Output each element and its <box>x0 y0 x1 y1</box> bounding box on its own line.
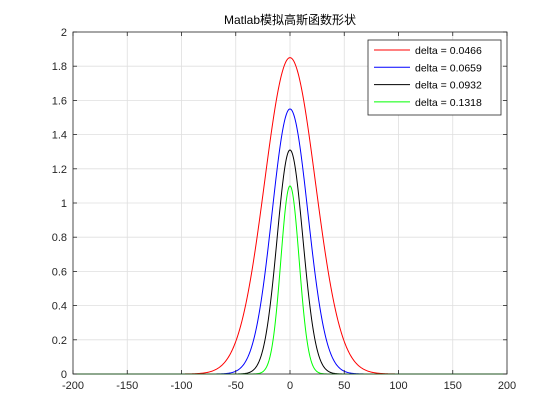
legend-label-1: delta = 0.0466 <box>415 45 482 57</box>
y-tick-label: 1.8 <box>52 61 67 73</box>
x-tick-label: -50 <box>228 380 244 392</box>
ticks <box>72 31 508 375</box>
y-tick-label: 1.4 <box>52 130 67 142</box>
legend-entries: delta = 0.0466 delta = 0.0659 delta = 0.09… <box>374 45 482 109</box>
x-tick-label: -100 <box>170 380 192 392</box>
x-tick-label: 100 <box>389 380 407 392</box>
y-tick-label: 1.2 <box>52 164 67 176</box>
y-tick-label: 0.6 <box>52 266 67 278</box>
y-tick-labels: 0 0.2 0.4 0.6 0.8 1 1.2 1.4 1.6 1.8 2 <box>52 27 67 381</box>
y-tick-label: 1.6 <box>52 95 67 107</box>
x-tick-label: 0 <box>287 380 293 392</box>
legend-label-3: delta = 0.0932 <box>415 80 482 92</box>
x-tick-label: 50 <box>338 380 350 392</box>
legend-label-2: delta = 0.0659 <box>415 62 482 74</box>
y-tick-label: 0.4 <box>52 301 67 313</box>
x-tick-label: -200 <box>62 380 84 392</box>
x-tick-label: 150 <box>444 380 462 392</box>
x-tick-label: 200 <box>498 380 516 392</box>
grid <box>72 31 508 375</box>
legend-box <box>367 39 502 116</box>
y-tick-label: 0.8 <box>52 232 67 244</box>
x-tick-labels: -200 -150 -100 -50 0 50 100 150 200 <box>62 380 516 392</box>
x-tick-label: -150 <box>116 380 138 392</box>
chart-title: Matlab模拟高斯函数形状 <box>224 12 356 27</box>
y-tick-label: 2 <box>61 27 67 39</box>
legend: delta = 0.0466 delta = 0.0659 delta = 0.09… <box>367 39 502 116</box>
y-tick-label: 0 <box>61 369 67 381</box>
y-tick-label: 0.2 <box>52 335 67 347</box>
y-tick-label: 1 <box>61 198 67 210</box>
legend-label-4: delta = 0.1318 <box>415 97 482 109</box>
